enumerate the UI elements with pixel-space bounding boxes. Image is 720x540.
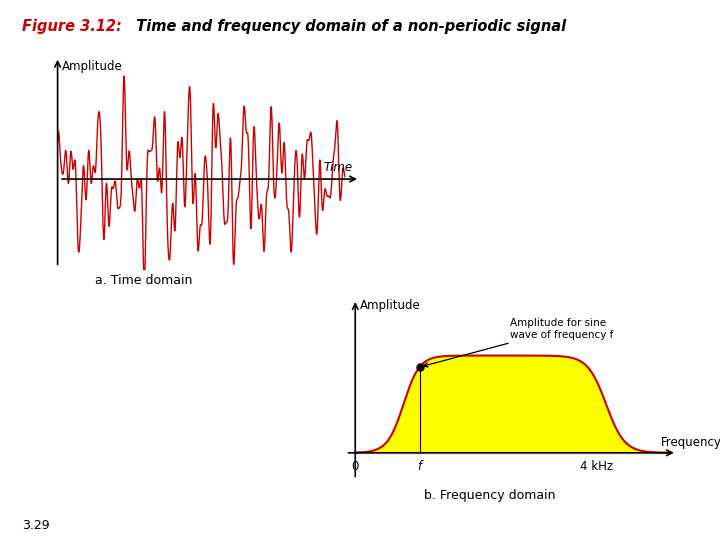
Text: b. Frequency domain: b. Frequency domain <box>424 489 555 503</box>
Text: Figure 3.12:: Figure 3.12: <box>22 19 122 34</box>
Text: Frequency: Frequency <box>661 436 720 449</box>
Text: a. Time domain: a. Time domain <box>95 273 193 287</box>
Text: Time: Time <box>324 160 353 173</box>
Text: Time and frequency domain of a non-periodic signal: Time and frequency domain of a non-perio… <box>126 19 566 34</box>
Text: 0: 0 <box>351 460 359 473</box>
Text: Amplitude: Amplitude <box>360 299 420 312</box>
Text: Amplitude: Amplitude <box>62 60 123 73</box>
Text: Amplitude for sine
wave of frequency f: Amplitude for sine wave of frequency f <box>423 318 613 367</box>
Text: 4 kHz: 4 kHz <box>580 460 613 473</box>
Text: 3.29: 3.29 <box>22 519 49 532</box>
Text: f: f <box>418 460 422 473</box>
